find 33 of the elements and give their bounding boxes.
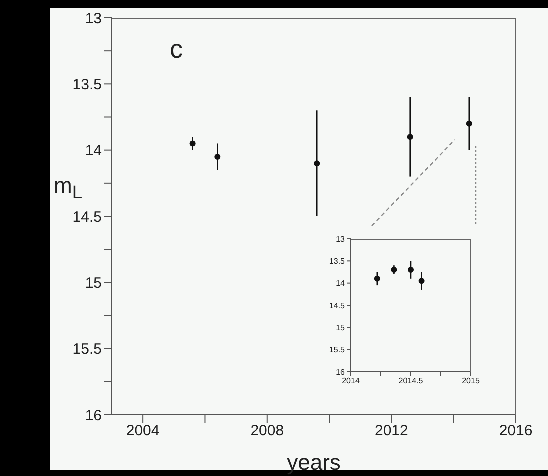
annotation: c (170, 34, 183, 65)
y-tick-label: 14 (336, 279, 346, 288)
y-tick-label: 13 (336, 234, 346, 244)
y-tick-label: 15.5 (72, 341, 102, 358)
point (466, 120, 472, 127)
y-tick-label: 16 (85, 407, 102, 424)
point (408, 267, 414, 274)
y-tick-label: 14 (85, 142, 102, 160)
point (190, 140, 196, 147)
x-tick-label: 2016 (499, 422, 533, 440)
y-tick-label: 13 (85, 10, 102, 28)
x-tick-label: 2004 (126, 422, 160, 440)
point (314, 160, 320, 167)
point (214, 154, 221, 160)
y-tick-label: 14.5 (72, 208, 102, 226)
y-axis-title: m$_{L}$ (54, 173, 83, 204)
y-tick-label: 15.5 (329, 346, 346, 355)
y-tick-label: 16 (336, 368, 346, 377)
y-tick-label: 15 (85, 274, 102, 292)
x-tick-label: 2008 (250, 422, 284, 440)
x-tick-label: 2014 (342, 376, 360, 386)
x-tick-label: 2012 (375, 422, 408, 440)
x-tick-label: 2014.5 (398, 376, 424, 386)
y-tick-label: 14.5 (329, 301, 346, 310)
y-tick-label: 13.5 (72, 76, 102, 94)
y-tick-label: 15 (336, 324, 346, 333)
point (418, 278, 425, 284)
point (374, 276, 380, 282)
x-tick-label: 2015 (462, 376, 480, 386)
point (407, 134, 414, 140)
y-tick-label: 13.5 (329, 257, 346, 266)
x-axis-title: years (287, 450, 341, 475)
point (391, 267, 398, 274)
